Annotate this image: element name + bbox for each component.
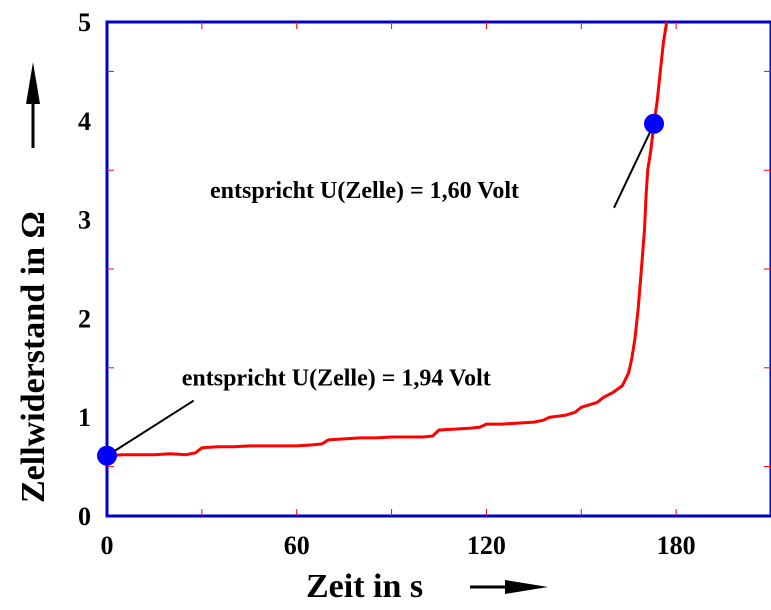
annotations: entspricht U(Zelle) = 1,94 Volt entsprich… <box>106 123 655 457</box>
x-tick-label: 0 <box>101 531 114 560</box>
y-axis-arrow <box>26 62 40 148</box>
y-tick-label: 2 <box>78 304 91 333</box>
x-tick-labels: 0 60 120 180 <box>101 531 696 560</box>
data-marker <box>97 445 117 466</box>
y-tick-label: 1 <box>78 403 91 432</box>
annotation-label: entspricht U(Zelle) = 1,94 Volt <box>182 366 491 392</box>
x-axis-title: Zeit in s <box>306 568 423 605</box>
y-tick-label: 5 <box>78 8 91 37</box>
x-tick-label: 60 <box>284 531 310 560</box>
annotation-leader-line <box>106 399 195 457</box>
plot-frame <box>105 20 771 518</box>
annotation-label: entspricht U(Zelle) = 1,60 Volt <box>210 178 519 204</box>
annotation-leader-line <box>613 123 655 209</box>
y-tick-labels: 0 1 2 3 4 5 <box>78 8 91 531</box>
minor-ticks <box>107 22 771 516</box>
data-marker <box>644 113 665 134</box>
x-tick-label: 180 <box>657 531 696 560</box>
y-tick-label: 4 <box>78 107 91 136</box>
y-axis-title: Zellwiderstand in Ω <box>15 211 52 503</box>
x-axis-arrow <box>470 580 548 594</box>
series-line <box>106 21 669 458</box>
x-tick-label: 120 <box>467 531 506 560</box>
y-tick-label: 0 <box>78 502 91 531</box>
y-tick-label: 3 <box>78 206 91 235</box>
markers <box>97 113 665 466</box>
